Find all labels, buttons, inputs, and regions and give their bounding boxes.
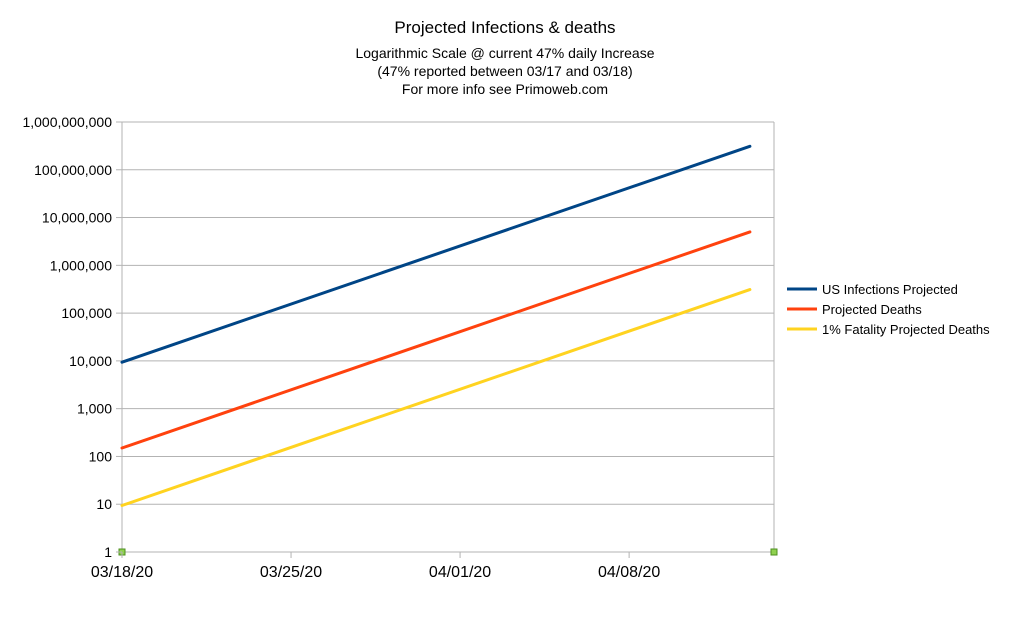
x-tick-label: 04/08/20 (598, 564, 660, 581)
axis-handle-right[interactable] (770, 548, 778, 556)
y-tick-label: 1 (104, 544, 112, 560)
legend-label-1: US Infections Projected (822, 282, 958, 297)
y-tick-label: 10 (96, 496, 112, 512)
y-tick-label: 100,000 (61, 305, 112, 321)
chart-title: Projected Infections & deaths (394, 18, 615, 37)
y-tick-label: 10,000 (69, 353, 112, 369)
y-tick-label: 1,000,000 (50, 257, 112, 273)
y-tick-label: 10,000,000 (42, 210, 112, 226)
y-tick-label: 1,000 (77, 401, 112, 417)
chart-subtitle-line-2: (47% reported between 03/17 and 03/18) (377, 63, 632, 79)
legend-label-3: 1% Fatality Projected Deaths (822, 322, 990, 337)
series-line-1 (120, 144, 752, 364)
y-tick-label: 1,000,000,000 (22, 114, 112, 130)
legend-label-2: Projected Deaths (822, 302, 922, 317)
series-line-2 (120, 230, 752, 450)
series-line-3 (120, 288, 752, 507)
x-tick-label: 04/01/20 (429, 564, 491, 581)
chart-subtitle-line-3: For more info see Primoweb.com (402, 81, 608, 97)
chart-subtitle-line-1: Logarithmic Scale @ current 47% daily In… (355, 45, 654, 61)
x-tick-label: 03/18/20 (91, 564, 153, 581)
y-tick-label: 100,000,000 (34, 162, 112, 178)
y-tick-label: 100 (89, 448, 113, 464)
x-tick-label: 03/25/20 (260, 564, 322, 581)
